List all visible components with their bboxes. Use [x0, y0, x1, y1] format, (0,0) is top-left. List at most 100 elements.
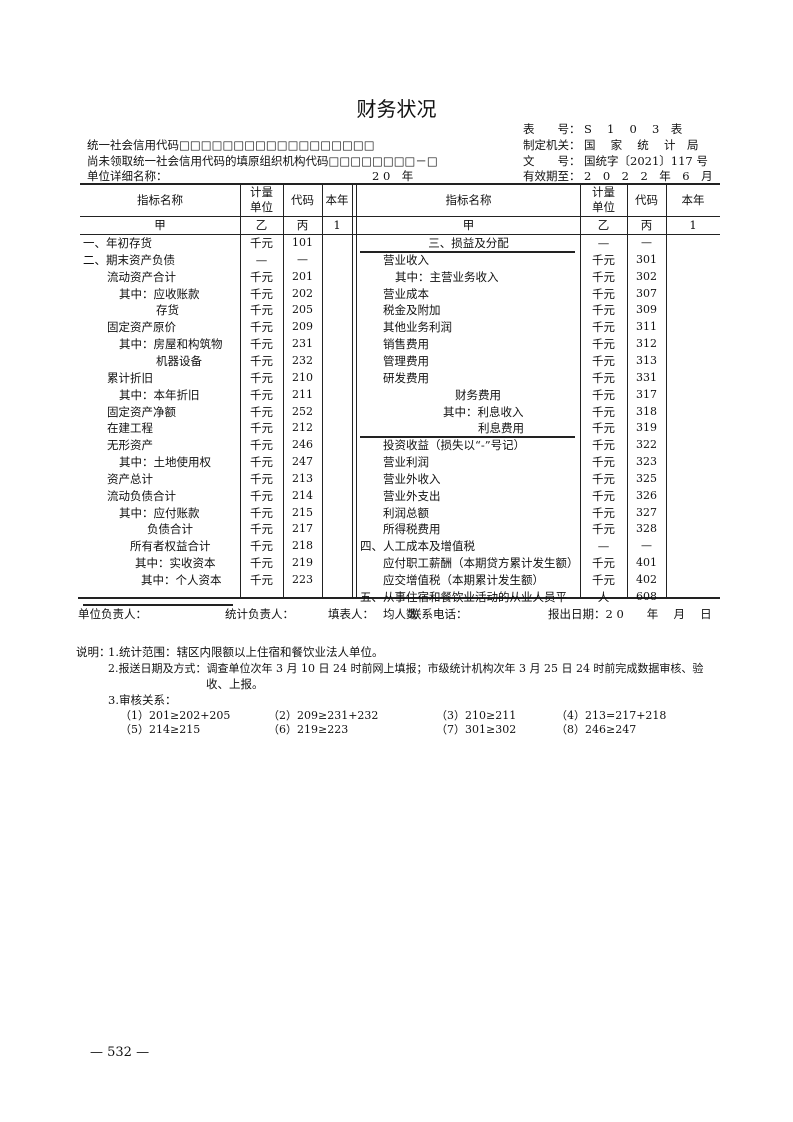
row-code: 311 [636, 320, 657, 334]
row-unit: 千元 [250, 438, 273, 453]
row-unit: 千元 [592, 573, 615, 587]
header-unit-line2: 单位 [592, 200, 615, 214]
row-unit: 千元 [250, 387, 273, 402]
row-code: 322 [636, 438, 657, 452]
row-code: 247 [292, 455, 313, 469]
row-unit: 千元 [592, 320, 615, 335]
note-3: 3.审核关系： [108, 693, 177, 707]
row-name: 所有者权益合计 [130, 539, 211, 554]
header-name: 指标名称 [137, 193, 183, 207]
row-name: 二、期末资产负债 [83, 252, 175, 267]
footer-unit-head: 单位负责人： [78, 607, 147, 621]
row-unit: 千元 [250, 556, 273, 571]
row-code: 328 [636, 522, 657, 536]
row-code: — [641, 236, 652, 249]
row-name: 管理费用 [383, 353, 429, 368]
row-code: 214 [292, 488, 313, 502]
row-code: 209 [292, 320, 313, 334]
row-code: 252 [292, 404, 313, 418]
footer-phone: 联系电话： [410, 607, 468, 621]
row-unit: 千元 [250, 488, 273, 503]
row-name: 其中：应收账款 [119, 286, 200, 301]
subheader-sub_unit: 乙 [597, 218, 610, 232]
subheader-sub_unit: 乙 [255, 218, 268, 232]
row-code: — [641, 539, 652, 553]
header-year: 本年 [325, 193, 349, 207]
row-unit: 千元 [592, 404, 615, 419]
row-unit: 千元 [250, 337, 273, 352]
column-divider [580, 183, 581, 597]
row-unit: 千元 [592, 505, 615, 520]
row-name: 其中：应付账款 [119, 505, 200, 520]
column-divider [356, 183, 357, 597]
row-unit: 千元 [250, 522, 273, 537]
note-2-cont: 收、上报。 [206, 677, 264, 691]
row-name: 其中：实收资本 [135, 556, 216, 571]
column-divider [283, 183, 284, 597]
header-year: 本年 [681, 193, 705, 207]
row-name: 应付职工薪酬（本期贷方累计发生额） [383, 556, 579, 571]
audit-check: （4）213=217+218 [556, 709, 667, 722]
row-code: — [297, 252, 308, 266]
credit-code-field: 统一社会信用代码□□□□□□□□□□□□□□□□□□ [87, 138, 375, 152]
row-unit: 千元 [250, 404, 273, 419]
audit-check: （8）246≥247 [556, 723, 637, 736]
row-unit: 千元 [592, 303, 615, 318]
row-unit: 千元 [250, 236, 273, 250]
row-unit: — [255, 252, 268, 267]
row-code: 318 [636, 404, 657, 418]
notes-label: 说明： [76, 645, 111, 659]
row-unit: 千元 [592, 522, 615, 537]
row-unit: 千元 [592, 353, 615, 368]
row-code: 219 [292, 556, 313, 570]
page-number: — 532 — [90, 1045, 150, 1060]
header-code: 代码 [635, 193, 658, 207]
row-code: 312 [636, 337, 657, 351]
subheader-sub_name: 甲 [154, 218, 166, 232]
row-code: 327 [636, 505, 657, 519]
row-name: 营业成本 [383, 286, 429, 301]
column-divider [322, 183, 323, 597]
row-name: 研发费用 [383, 370, 429, 385]
row-code: 402 [636, 573, 657, 586]
row-unit: 千元 [592, 269, 615, 284]
row-unit: 千元 [250, 539, 273, 554]
row-code: 211 [292, 387, 313, 401]
header-unit-line2: 单位 [250, 200, 273, 214]
column-divider [240, 183, 241, 597]
footer-filler: 填表人： [328, 607, 374, 621]
doc-no: 国统字〔2021〕117 号 [584, 154, 708, 168]
subheader-divider [80, 234, 720, 235]
subheader-sub_code: 丙 [296, 218, 309, 232]
row-unit: 千元 [592, 387, 615, 402]
org-code-field: 尚未领取统一社会信用代码的填原组织机构代码□□□□□□□□－□ [87, 154, 438, 168]
row-name: 机器设备 [156, 353, 202, 368]
authority: 国 家 统 计 局 [584, 138, 699, 152]
row-name: 销售费用 [383, 337, 429, 352]
row-name: 流动负债合计 [107, 488, 176, 503]
row-code: 202 [292, 286, 313, 300]
row-name: 一、年初存货 [83, 236, 152, 250]
form-no-label: 表 号： [523, 122, 581, 136]
audit-check: （3）210≥211 [436, 709, 517, 722]
row-name: 负债合计 [147, 522, 193, 537]
row-name: 应交增值税（本期累计发生额） [383, 573, 544, 587]
row-code: 331 [636, 370, 657, 384]
note-1: 1.统计范围：辖区内限额以上住宿和餐饮业法人单位。 [108, 645, 384, 659]
page-title: 财务状况 [356, 97, 437, 121]
row-name: 三、损益及分配 [428, 236, 509, 250]
row-unit: 千元 [250, 505, 273, 520]
footer-stat-head: 统计负责人： [225, 607, 294, 621]
row-name: 营业外收入 [383, 471, 441, 486]
report-year: 2 0 年 [372, 169, 414, 183]
row-name-cont: 均人数 [383, 606, 418, 621]
table-top-border [80, 183, 720, 185]
row-code: 212 [292, 421, 313, 435]
row-code: 317 [636, 387, 657, 401]
row-name: 其中：利息收入 [443, 404, 524, 419]
footer-report-date: 报出日期：2 0 年 月 日 [548, 607, 712, 621]
row-name: 四、人工成本及增值税 [360, 539, 475, 554]
row-name: 其中：土地使用权 [119, 455, 211, 470]
row-code: 231 [292, 337, 313, 351]
